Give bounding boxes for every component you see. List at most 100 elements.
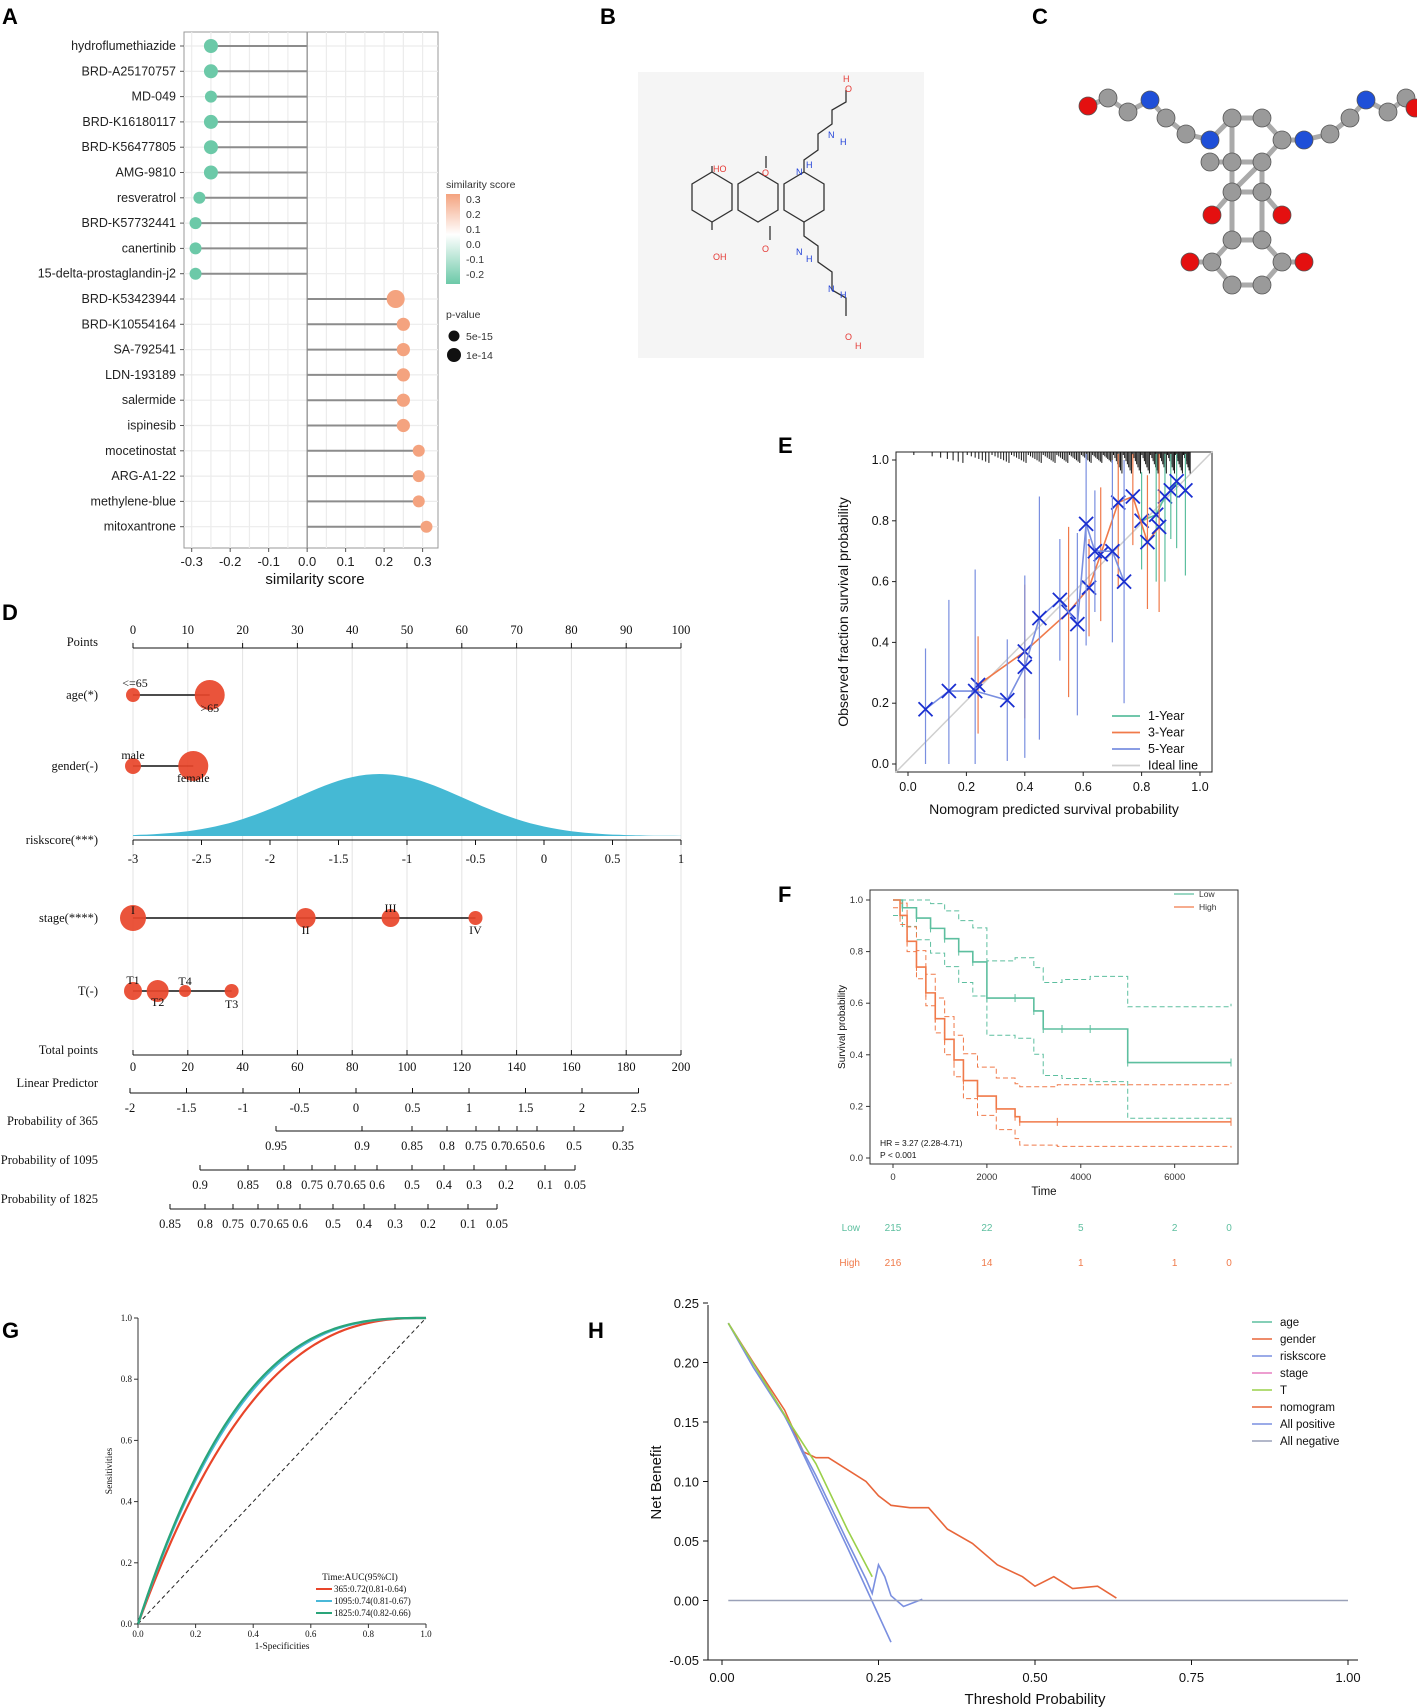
linear-predictor-tick-label: 1 <box>466 1101 472 1115</box>
annotation-p: P < 0.001 <box>880 1150 917 1160</box>
lollipop-point <box>412 470 425 483</box>
size-legend-label: 1e-14 <box>466 350 493 362</box>
linear-predictor-tick-label: 2 <box>579 1101 585 1115</box>
legend-label: Low <box>1199 889 1215 899</box>
y-tick-label: 0.4 <box>872 635 889 649</box>
category-label: ispinesib <box>127 419 176 433</box>
row-label-riskscore: riskscore(***) <box>26 833 98 847</box>
panel-f-survival-chart: 0.0 0.2 0.4 0.6 0.8 1.0 0 2000 4000 6000 Time Survi… <box>837 889 1239 1269</box>
molecule-atom <box>1200 130 1220 150</box>
molecule-atom <box>1078 96 1098 116</box>
color-scale-bar <box>446 194 460 284</box>
level-label: T2 <box>151 995 164 1009</box>
lollipop-point <box>386 290 405 308</box>
category-label: ARG-A1-22 <box>111 469 176 483</box>
points-tick-label: 20 <box>236 623 249 637</box>
atom-h-label: H <box>806 160 813 170</box>
size-legend-point <box>447 348 461 362</box>
lollipop-point <box>396 368 410 382</box>
y-tick-label: 0.6 <box>850 998 863 1009</box>
y-axis-label: Sensitivities <box>105 1447 115 1494</box>
riskscore-tick-label: -3 <box>128 852 138 866</box>
molecule-atom <box>1272 130 1292 150</box>
risk-table-value: 0 <box>1226 1223 1232 1234</box>
atom-h-label: H <box>840 137 847 147</box>
legend-label: 365:0.72(0.81-0.64) <box>334 1584 406 1594</box>
risk-table-value: 1 <box>1172 1258 1178 1269</box>
x-tick-label: 0.4 <box>248 1629 260 1639</box>
points-tick-label: 40 <box>346 623 359 637</box>
roc-curve <box>136 1316 426 1625</box>
x-tick-label: -0.3 <box>180 554 202 569</box>
level-label: T4 <box>178 974 191 988</box>
molecule-atom <box>1098 88 1118 108</box>
total-tick-label: 140 <box>507 1060 526 1074</box>
structure-2d-background <box>638 72 924 358</box>
y-tick-label: 1.0 <box>121 1313 133 1323</box>
category-label: SA-792541 <box>113 343 176 357</box>
level-bubble <box>178 751 209 781</box>
atom-n-label: N <box>828 130 835 140</box>
prob365-tick-label: 0.6 <box>529 1139 545 1153</box>
category-label: BRD-A25170757 <box>81 64 176 78</box>
calibration-point <box>999 692 1015 708</box>
risk-table-value: 14 <box>981 1258 993 1269</box>
total-tick-label: 200 <box>672 1060 691 1074</box>
level-label: T1 <box>126 973 139 987</box>
riskscore-tick-label: -0.5 <box>466 852 486 866</box>
atom-h-label: H <box>855 341 862 351</box>
calibration-point <box>1163 482 1179 499</box>
y-tick-label: 0.2 <box>850 1101 863 1112</box>
calibration-point <box>1151 519 1167 535</box>
row-label: gender(-) <box>52 759 99 773</box>
prob1095-tick-label: 0.05 <box>564 1178 586 1192</box>
atom-o-label: O <box>845 332 852 342</box>
roc-curve <box>136 1316 426 1625</box>
panel-label-e: E <box>778 433 793 458</box>
category-label: BRD-K10554164 <box>81 317 176 331</box>
y-tick-label: 0.2 <box>872 696 889 710</box>
lollipop-point <box>204 90 217 103</box>
atom-n-label: N <box>796 247 803 257</box>
level-label: female <box>177 771 210 785</box>
prob1825-tick-label: 0.2 <box>420 1217 436 1231</box>
panel-a-lollipop-chart: hydroflumethiazide BRD-A25170757 MD-049 BRD… <box>38 31 516 588</box>
prob365-tick-label: 0.85 <box>401 1139 423 1153</box>
legend-label: gender <box>1280 1334 1316 1346</box>
calibration-point <box>941 683 957 699</box>
level-label: II <box>302 923 310 937</box>
molecule-atom <box>1222 108 1242 128</box>
atom-ho-label: HO <box>713 164 727 174</box>
row-label: Probability of 1825 <box>1 1192 98 1206</box>
prob1095-tick-label: 0.2 <box>498 1178 514 1192</box>
net-benefit-curve <box>727 1322 1117 1599</box>
prob365-tick-label: 0.8 <box>439 1139 455 1153</box>
linear-predictor-tick-label: -2 <box>125 1101 135 1115</box>
y-tick-label: 0.4 <box>121 1497 133 1507</box>
molecule-atom <box>1252 275 1272 295</box>
lollipop-point <box>203 165 218 180</box>
molecule-atom <box>1202 252 1222 272</box>
level-bubble <box>194 680 225 710</box>
risk-table-value: 215 <box>885 1223 902 1234</box>
prob1095-tick-label: 0.65 <box>344 1178 366 1192</box>
points-tick-label: 30 <box>291 623 304 637</box>
y-tick-label: 0.20 <box>674 1356 699 1371</box>
molecule-atom <box>1222 182 1242 202</box>
confidence-band-upper <box>893 899 1232 1088</box>
prob1825-tick-label: 0.6 <box>292 1217 308 1231</box>
net-benefit-curve <box>727 1322 873 1578</box>
legend-label: riskscore <box>1280 1351 1326 1363</box>
row-label: Probability of 365 <box>7 1114 98 1128</box>
row-label: T(-) <box>78 984 98 998</box>
lollipop-point <box>412 444 425 457</box>
prob365-tick-label: 0.65 <box>506 1139 528 1153</box>
plot-frame <box>869 889 1239 1165</box>
level-bubble <box>125 758 141 774</box>
risk-table-value: 5 <box>1078 1223 1084 1234</box>
x-tick-label: 0.1 <box>337 554 355 569</box>
level-bubble <box>124 982 142 1000</box>
annotation-hr: HR = 3.27 (2.28-4.71) <box>880 1138 963 1148</box>
x-axis-label: Threshold Probability <box>965 1691 1106 1708</box>
y-tick-label: 1.0 <box>850 895 863 906</box>
